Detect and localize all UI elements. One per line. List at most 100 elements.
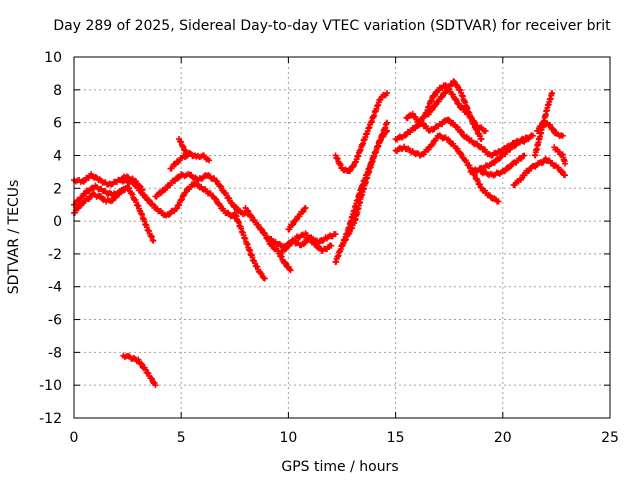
series-s20 [467,135,532,176]
y-tick-label: 2 [53,181,62,197]
tick-layer: 0 5 10 15 20 25 -12 -10 -8 -6 -4 -2 0 2 4 6 8 10 [39,50,619,446]
data-point [184,152,191,159]
data-point [138,361,145,368]
series-s16 [392,132,502,205]
data-point [217,202,224,209]
data-point [459,129,466,136]
data-point [561,160,568,167]
x-tick-label: 0 [70,430,79,446]
data-point [384,127,391,134]
data-point [429,141,436,148]
data-point [142,366,149,373]
data-point [218,183,225,190]
x-tick-label: 15 [387,430,405,446]
data-point [549,90,556,97]
data-point [559,132,566,139]
data-point [258,225,265,232]
data-point [75,204,82,211]
y-tick-label: -4 [48,280,62,296]
data-point [302,204,309,211]
data-point [431,92,438,99]
series-s12 [285,204,309,233]
series-s7 [176,136,191,159]
series-s27 [120,352,159,389]
data-point [149,376,156,383]
plot-frame [73,56,611,419]
y-tick-label: 0 [53,214,62,230]
data-point [458,151,465,158]
y-axis-label: SDTVAR / TECUs [6,180,22,295]
data-point [206,157,213,164]
x-tick-label: 5 [177,430,186,446]
x-axis-label: GPS time / hours [281,459,398,475]
data-point [213,196,220,203]
data-point [257,270,264,277]
data-point [144,196,151,203]
series-s14 [339,127,391,249]
series-s6 [167,149,213,172]
data-point [453,97,460,104]
data-point [525,136,532,143]
data-point [456,100,463,107]
data-point [429,106,436,113]
data-point [537,123,544,130]
data-point [428,107,435,114]
data-point [549,125,556,132]
y-tick-label: 8 [53,83,62,99]
y-tick-label: -2 [48,247,62,263]
series-s23 [531,90,556,159]
data-point [529,132,536,139]
series-s26 [551,144,568,167]
y-tick-label: -6 [48,313,62,329]
series-s5 [152,171,253,218]
x-tick-label: 25 [601,430,619,446]
data-point [384,90,391,97]
data-point [482,127,489,134]
data-point [122,185,129,192]
data-point [212,195,219,202]
data-point [146,197,153,204]
data-point [300,208,307,215]
data-point [328,242,335,249]
data-point [343,236,350,243]
data-point [495,198,502,205]
data-point [451,78,458,85]
x-tick-label: 10 [279,430,297,446]
series-s22 [510,157,549,189]
y-tick-label: 4 [53,148,62,164]
data-point [289,221,296,228]
data-point [450,91,457,98]
data-point [561,172,568,179]
data-point [538,122,545,129]
data-point [150,237,157,244]
data-point [558,168,565,175]
data-point [251,260,258,267]
data-point [339,242,346,249]
series-s21 [478,152,528,179]
data-point [245,208,252,215]
data-point [261,275,268,282]
y-tick-label: -10 [39,378,62,394]
data-layer [71,78,568,389]
series-s8 [231,209,268,282]
data-point [258,270,265,277]
data-point [129,191,136,198]
data-point [332,231,339,238]
x-tick-label: 20 [494,430,512,446]
data-point [457,128,464,135]
data-point [478,136,485,143]
data-point [259,226,266,233]
data-point [287,267,294,274]
y-tick-label: -8 [48,345,62,361]
y-tick-label: 10 [44,50,62,66]
data-point [383,128,390,135]
data-point [377,136,384,143]
data-point [521,152,528,159]
y-tick-label: 6 [53,116,62,132]
data-point [152,382,159,389]
data-point [430,93,437,100]
data-point [138,360,145,367]
data-point [74,205,81,212]
chart-title: Day 289 of 2025, Sidereal Day-to-day VTE… [53,18,611,34]
